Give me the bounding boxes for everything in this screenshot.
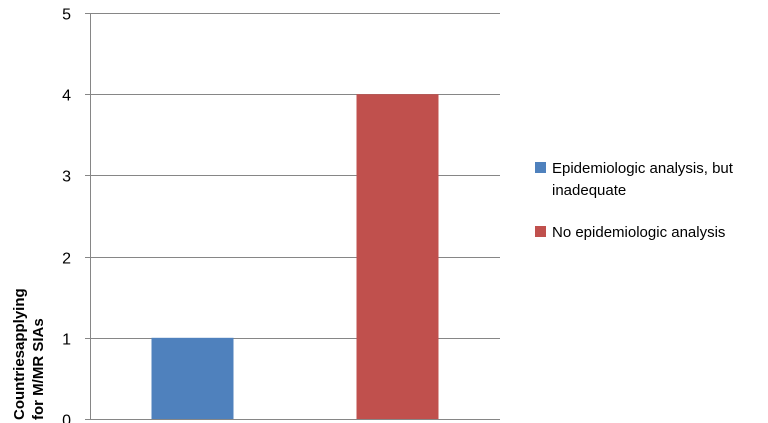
y-axis-title: Countriesapplying for M/MR SIAs: [11, 288, 47, 420]
y-axis-title-line: for M/MR SIAs: [30, 318, 47, 420]
legend-item-1: Epidemiologic analysis, but inadequate: [535, 160, 734, 199]
y-tick-label: 5: [62, 7, 71, 24]
legend-label-line: Epidemiologic analysis, but: [552, 160, 734, 177]
bar-2: [356, 94, 439, 419]
axes: [85, 13, 500, 420]
legend-label-line: No epidemiologic analysis: [552, 224, 725, 241]
legend: Epidemiologic analysis, but inadequate No …: [535, 160, 734, 241]
y-axis-title-text: Countriesapplying for M/MR SIAs: [11, 288, 47, 420]
legend-label-line: inadequate: [552, 182, 626, 199]
legend-swatch: [535, 226, 546, 237]
y-tick-label: 0: [62, 413, 71, 423]
legend-item-2: No epidemiologic analysis: [535, 224, 725, 241]
legend-swatch: [535, 162, 546, 173]
y-tick-label: 4: [62, 88, 71, 105]
bar-1: [151, 337, 234, 419]
bars: [151, 94, 439, 419]
y-tick-labels: 0 1 2 3 4 5: [62, 7, 71, 423]
y-tick-label: 3: [62, 169, 71, 186]
y-tick-label: 1: [62, 332, 71, 349]
y-tick-label: 2: [62, 251, 71, 268]
y-axis-title-line: Countriesapplying: [11, 288, 28, 420]
